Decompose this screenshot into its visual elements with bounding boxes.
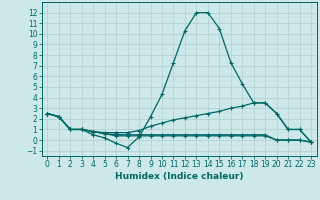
X-axis label: Humidex (Indice chaleur): Humidex (Indice chaleur) <box>115 172 244 181</box>
